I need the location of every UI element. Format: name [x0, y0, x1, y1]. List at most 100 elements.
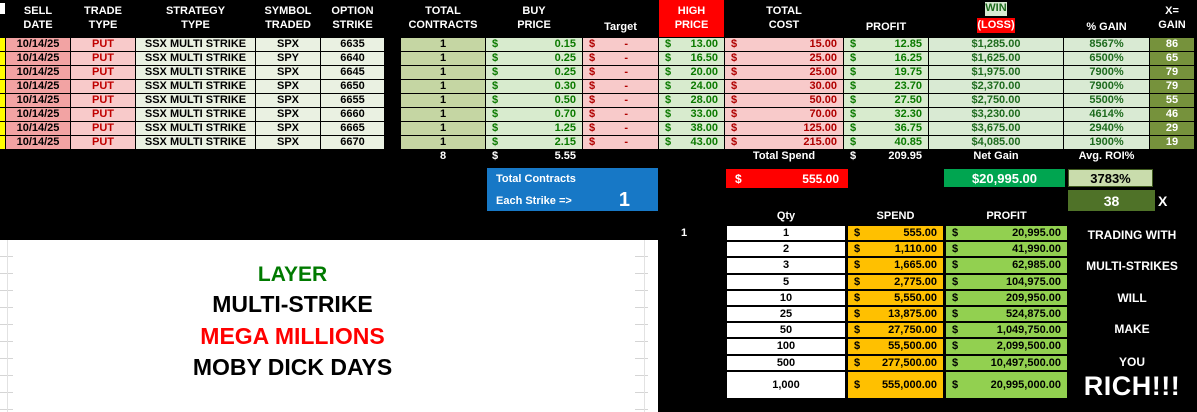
row-flag-cell[interactable]: [0, 52, 5, 65]
row-flag-cell[interactable]: [0, 122, 5, 135]
spend-header[interactable]: SPEND: [876, 210, 915, 222]
header-trade-type[interactable]: TRADE TYPE: [84, 4, 122, 31]
win-loss-cell[interactable]: $2,370.00: [929, 80, 1063, 93]
total-buy-price[interactable]: $ 5.55: [492, 150, 576, 162]
strike-cell[interactable]: 6655: [321, 94, 384, 107]
total-spend-value[interactable]: $ 209.95: [850, 150, 922, 162]
profit-cell[interactable]: $12.85: [844, 38, 928, 51]
sell-date-cell[interactable]: 10/14/25: [6, 52, 70, 65]
strike-cell[interactable]: 6650: [321, 80, 384, 93]
qty-cell[interactable]: 100: [727, 339, 845, 354]
profit-header[interactable]: PROFIT: [986, 210, 1027, 222]
profit-cell[interactable]: $40.85: [844, 136, 928, 149]
qty-cell[interactable]: 3: [727, 258, 845, 273]
qty-cell[interactable]: 10: [727, 290, 845, 305]
symbol-cell[interactable]: SPX: [256, 136, 320, 149]
spend-cell[interactable]: $5,550.00: [848, 290, 943, 305]
strategy-cell[interactable]: SSX MULTI STRIKE: [136, 108, 255, 121]
strike-cell[interactable]: 6645: [321, 66, 384, 79]
strategy-cell[interactable]: SSX MULTI STRIKE: [136, 80, 255, 93]
profit-projection-cell[interactable]: $524,875.00: [946, 306, 1067, 322]
avg-roi-box[interactable]: 3783%: [1068, 169, 1153, 187]
buy-price-cell[interactable]: $0.25: [486, 66, 582, 79]
trade-type-cell[interactable]: PUT: [71, 94, 135, 107]
strategy-cell[interactable]: SSX MULTI STRIKE: [136, 52, 255, 65]
strategy-cell[interactable]: SSX MULTI STRIKE: [136, 94, 255, 107]
target-cell[interactable]: $ -: [583, 80, 658, 93]
trade-type-cell[interactable]: PUT: [71, 80, 135, 93]
spend-cell[interactable]: $277,500.00: [848, 355, 943, 370]
target-cell[interactable]: $ -: [583, 66, 658, 79]
buy-price-cell[interactable]: $2.15: [486, 136, 582, 149]
profit-projection-cell[interactable]: $209,950.00: [946, 290, 1067, 305]
spend-cell[interactable]: $55,500.00: [848, 339, 943, 354]
total-cost-cell[interactable]: $30.00: [725, 80, 843, 93]
header-total-contracts[interactable]: TOTAL CONTRACTS: [408, 4, 478, 31]
contracts-cell[interactable]: 1: [401, 108, 485, 121]
x-gain-cell[interactable]: 79: [1150, 80, 1194, 93]
strategy-cell[interactable]: SSX MULTI STRIKE: [136, 122, 255, 135]
high-price-cell[interactable]: $43.00: [659, 136, 724, 149]
win-loss-cell[interactable]: $1,625.00: [929, 52, 1063, 65]
symbol-cell[interactable]: SPY: [256, 52, 320, 65]
win-loss-cell[interactable]: $2,750.00: [929, 94, 1063, 107]
total-contracts-value[interactable]: 8: [439, 150, 447, 162]
row-flag-cell[interactable]: [0, 38, 5, 51]
trade-type-cell[interactable]: PUT: [71, 52, 135, 65]
header-sell-date[interactable]: SELL DATE: [23, 4, 53, 31]
sell-date-cell[interactable]: 10/14/25: [6, 122, 70, 135]
strike-cell[interactable]: 6640: [321, 52, 384, 65]
high-price-cell[interactable]: $33.00: [659, 108, 724, 121]
strike-cell[interactable]: 6670: [321, 136, 384, 149]
profit-cell[interactable]: $16.25: [844, 52, 928, 65]
header-target[interactable]: Target: [604, 21, 637, 34]
x-gain-cell[interactable]: 86: [1150, 38, 1194, 51]
buy-price-cell[interactable]: $0.50: [486, 94, 582, 107]
symbol-cell[interactable]: SPX: [256, 38, 320, 51]
strategy-cell[interactable]: SSX MULTI STRIKE: [136, 66, 255, 79]
contracts-cell[interactable]: 1: [401, 94, 485, 107]
avg-roi-label[interactable]: Avg. ROI%: [1078, 150, 1135, 162]
qty-cell[interactable]: 1,000: [727, 371, 845, 398]
symbol-cell[interactable]: SPX: [256, 94, 320, 107]
high-price-cell[interactable]: $28.00: [659, 94, 724, 107]
spend-cell[interactable]: $1,110.00: [848, 242, 943, 257]
contracts-cell[interactable]: 1: [401, 122, 485, 135]
pct-gain-cell[interactable]: 4614%: [1064, 108, 1149, 121]
target-cell[interactable]: $ -: [583, 136, 658, 149]
buy-price-cell[interactable]: $0.25: [486, 52, 582, 65]
x-gain-cell[interactable]: 55: [1150, 94, 1194, 107]
x-multiple-box[interactable]: 38: [1068, 190, 1155, 211]
header-profit[interactable]: PROFIT: [865, 21, 907, 34]
sell-date-cell[interactable]: 10/14/25: [6, 108, 70, 121]
sell-date-cell[interactable]: 10/14/25: [6, 66, 70, 79]
sell-date-cell[interactable]: 10/14/25: [6, 136, 70, 149]
high-price-cell[interactable]: $20.00: [659, 66, 724, 79]
strike-cell[interactable]: 6635: [321, 38, 384, 51]
spend-cell[interactable]: $555.00: [848, 226, 943, 241]
total-spend-box[interactable]: $ 555.00: [726, 169, 848, 188]
x-gain-cell[interactable]: 65: [1150, 52, 1194, 65]
symbol-cell[interactable]: SPX: [256, 122, 320, 135]
pct-gain-cell[interactable]: 1900%: [1064, 136, 1149, 149]
target-cell[interactable]: $ -: [583, 122, 658, 135]
pct-gain-cell[interactable]: 8567%: [1064, 38, 1149, 51]
pct-gain-cell[interactable]: 7900%: [1064, 80, 1149, 93]
win-loss-cell[interactable]: $4,085.00: [929, 136, 1063, 149]
symbol-cell[interactable]: SPX: [256, 108, 320, 121]
target-cell[interactable]: $ -: [583, 38, 658, 51]
contracts-cell[interactable]: 1: [401, 136, 485, 149]
x-gain-cell[interactable]: 46: [1150, 108, 1194, 121]
total-cost-cell[interactable]: $15.00: [725, 38, 843, 51]
trade-type-cell[interactable]: PUT: [71, 136, 135, 149]
profit-cell[interactable]: $19.75: [844, 66, 928, 79]
header-symbol-traded[interactable]: SYMBOL TRADED: [264, 4, 312, 31]
contracts-cell[interactable]: 1: [401, 66, 485, 79]
header-x-gain[interactable]: X= GAIN: [1158, 4, 1186, 31]
qty-cell[interactable]: 500: [727, 355, 845, 370]
qty-cell[interactable]: 25: [727, 306, 845, 322]
profit-projection-cell[interactable]: $41,990.00: [946, 242, 1067, 257]
pct-gain-cell[interactable]: 7900%: [1064, 66, 1149, 79]
header-high-price[interactable]: HIGH PRICE: [659, 0, 724, 37]
target-cell[interactable]: $ -: [583, 94, 658, 107]
